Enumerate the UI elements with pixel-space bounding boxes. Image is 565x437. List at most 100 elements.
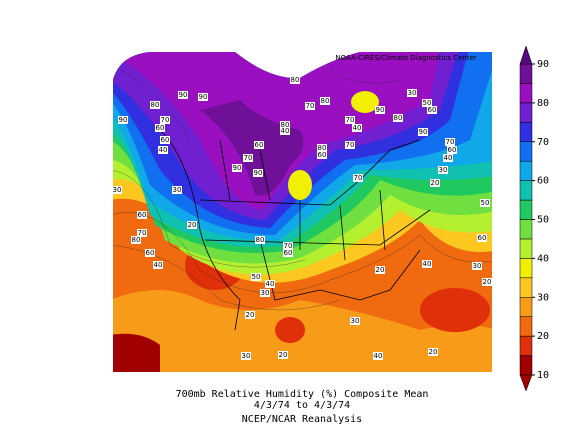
contour-label-bg [243,154,253,162]
contour-label-bg [283,242,293,250]
contour-label: 50 [423,99,432,107]
contour-label-bg [418,128,428,136]
contour-label-bg [118,116,128,124]
contour-label-bg [375,266,385,274]
contour-label: 40 [159,146,168,154]
contour-label-bg [178,91,188,99]
contour-label: 80 [151,101,160,109]
contour-label: 80 [132,236,141,244]
colorbar-band [519,141,533,162]
contour-label: 40 [423,260,432,268]
caption-source: NCEP/NCAR Reanalysis [242,414,362,425]
contour-label: 60 [448,146,457,154]
contour-label-bg [430,179,440,187]
contour-label-bg [241,352,251,360]
contour-label: 80 [291,76,300,84]
colorbar-band [519,160,533,181]
contour-label: 20 [431,179,440,187]
contour-label-bg [445,138,455,146]
contour-label: 40 [154,261,163,269]
contour-label-bg [482,278,492,286]
colorbar-arrow-low [519,374,533,392]
contour-label-bg [345,116,355,124]
contour-label-bg [253,169,263,177]
contour-label-bg [280,121,290,129]
contour-label: 70 [284,242,293,250]
contour-label: 70 [161,116,170,124]
contour-label: 30 [173,186,182,194]
contour-label-bg [232,164,242,172]
contour-label-bg [158,146,168,154]
contour-label: 80 [394,114,403,122]
contour-label: 90 [419,128,428,136]
colorbar-tick-label: 20 [537,331,549,342]
contour-label: 20 [279,351,288,359]
contour-label: 60 [138,211,147,219]
contour-label-bg [477,234,487,242]
contour-label-bg [427,106,437,114]
credit: NOAA-CIRES/Climate Diagnostics Center [335,54,476,62]
contour-label: 80 [281,121,290,129]
contour-label: 40 [353,124,362,132]
contour-label-bg [280,127,290,135]
contour-label: 60 [318,151,327,159]
contour-label: 90 [376,106,385,114]
contour-label-bg [447,146,457,154]
colorbar-band [519,122,533,142]
contour-label-bg [407,89,417,97]
colorbar: 10 20 30 40 50 60 70 80 90 [519,45,549,392]
contour-label-bg [265,280,275,288]
contour-label: 30 [473,262,482,270]
contour-label: 70 [306,102,315,110]
contour-label: 90 [254,169,263,177]
colorbar-tick-label: 30 [537,292,549,303]
contour-label: 50 [481,199,490,207]
contour-label-bg [472,262,482,270]
contour-label: 80 [321,97,330,105]
contour-label-bg [443,154,453,162]
colorbar-band [519,355,533,376]
colorbar-tick-label: 10 [537,370,549,381]
colorbar-band [519,316,533,337]
contour-label-bg [187,221,197,229]
humidity-field [113,52,492,372]
caption-title: 700mb Relative Humidity (%) Composite Me… [176,389,429,400]
contour-label: 30 [408,89,417,97]
contour-label: 50 [252,273,261,281]
contour-label-bg [480,199,490,207]
colorbar-tick-label: 70 [537,137,549,148]
contour-label: 60 [156,124,165,132]
contour-label-bg [422,260,432,268]
colorbar-tick-label: 60 [537,176,549,187]
contour-label: 40 [281,127,290,135]
contour-label: 20 [429,348,438,356]
contour-label-bg [137,229,147,237]
colorbar-band [519,63,533,84]
colorbar-band [519,199,533,220]
contour-label-bg [317,151,327,159]
contour-label-bg [198,93,208,101]
contour-label: 60 [255,141,264,149]
contour-label-bg [278,351,288,359]
contour-label: 40 [374,352,383,360]
colorbar-tick-label: 50 [537,215,549,226]
contour-label: 40 [444,154,453,162]
contour-label: 60 [428,106,437,114]
contour-label: 20 [246,311,255,319]
contour-label-bg [145,249,155,257]
contour-label: 60 [284,249,293,257]
colorbar-band [519,258,533,279]
contour-label-bg [283,249,293,257]
contour-label: 60 [161,136,170,144]
contour-label: 70 [244,154,253,162]
colorbar-tick-label: 80 [537,98,549,109]
contour-label-bg [155,124,165,132]
contour-label: 80 [318,144,327,152]
colorbar-band [519,277,533,298]
colorbar-tick-label: 90 [537,59,549,70]
contour-label: 70 [346,141,355,149]
contour-label: 40 [266,280,275,288]
contour-label-bg [353,174,363,182]
contour-label-bg [112,186,122,194]
